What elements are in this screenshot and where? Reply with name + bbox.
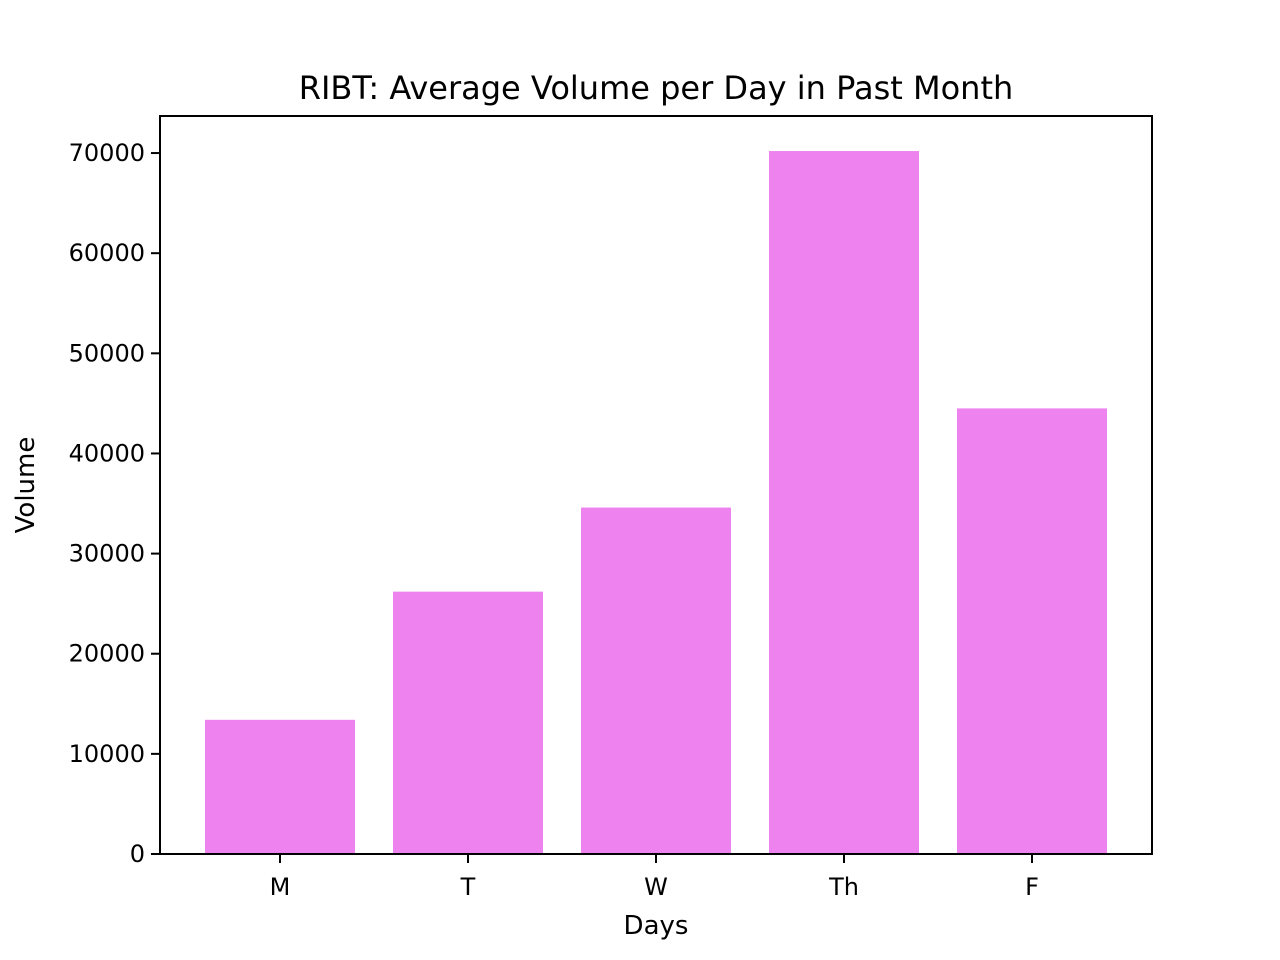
y-tick-label: 70000: [69, 139, 145, 167]
x-tick-label: M: [270, 873, 291, 901]
x-tick-label: Th: [828, 873, 859, 901]
y-tick-label: 40000: [69, 439, 145, 467]
y-tick-label: 30000: [69, 540, 145, 568]
x-axis-ticks: M T W Th F: [270, 854, 1039, 901]
chart-title: RIBT: Average Volume per Day in Past Mon…: [299, 69, 1014, 107]
y-axis-label: Volume: [11, 437, 41, 534]
y-tick-label: 0: [130, 840, 145, 868]
y-tick-label: 10000: [69, 740, 145, 768]
y-tick-label: 50000: [69, 339, 145, 367]
x-tick-label: T: [460, 873, 476, 901]
y-tick-label: 60000: [69, 239, 145, 267]
bar-m: [205, 719, 355, 854]
plot-frame: [159, 115, 1153, 855]
x-tick-label: W: [644, 873, 668, 901]
bar-f: [957, 408, 1107, 854]
x-axis-label: Days: [624, 911, 689, 941]
y-tick-label: 20000: [69, 640, 145, 668]
bar-t: [393, 591, 543, 854]
bars-layer: [205, 151, 1107, 854]
bar-th: [769, 151, 919, 854]
x-tick-label: F: [1025, 873, 1039, 901]
bar-w: [581, 507, 731, 854]
y-axis-ticks: 0 10000 20000 30000 40000 50000 60000 70000: [69, 139, 160, 868]
